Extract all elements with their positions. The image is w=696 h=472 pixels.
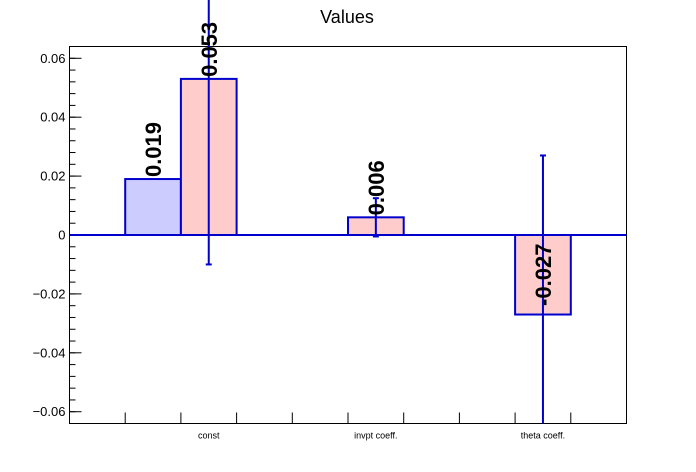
error-bars bbox=[205, 0, 546, 424]
y-tick-label: −0.02 bbox=[33, 286, 66, 301]
data-label: 0.019 bbox=[141, 122, 166, 177]
y-tick-label: 0.04 bbox=[40, 110, 65, 125]
x-category-label: const bbox=[198, 431, 220, 441]
chart-title: Values bbox=[320, 7, 374, 27]
y-tick-label: −0.06 bbox=[33, 404, 66, 419]
data-label: 0.006 bbox=[364, 160, 389, 215]
y-tick-label: −0.04 bbox=[33, 345, 66, 360]
y-tick-label: 0 bbox=[58, 228, 65, 243]
bars bbox=[124, 77, 572, 316]
value-labels: 0.019 0.053 0.006 -0.027 bbox=[141, 22, 556, 306]
x-category-label: invpt coeff. bbox=[354, 431, 397, 441]
x-axis: const invpt coeff. theta coeff. bbox=[124, 412, 572, 441]
y-tick-label: 0.06 bbox=[40, 51, 65, 66]
bar bbox=[124, 178, 182, 236]
data-label: -0.027 bbox=[531, 244, 556, 306]
y-tick-label: 0.02 bbox=[40, 169, 65, 184]
data-label: 0.053 bbox=[197, 22, 222, 77]
y-axis: −0.06 −0.04 −0.02 0 0.02 0.04 0.06 bbox=[33, 46, 82, 424]
x-category-label: theta coeff. bbox=[521, 431, 565, 441]
